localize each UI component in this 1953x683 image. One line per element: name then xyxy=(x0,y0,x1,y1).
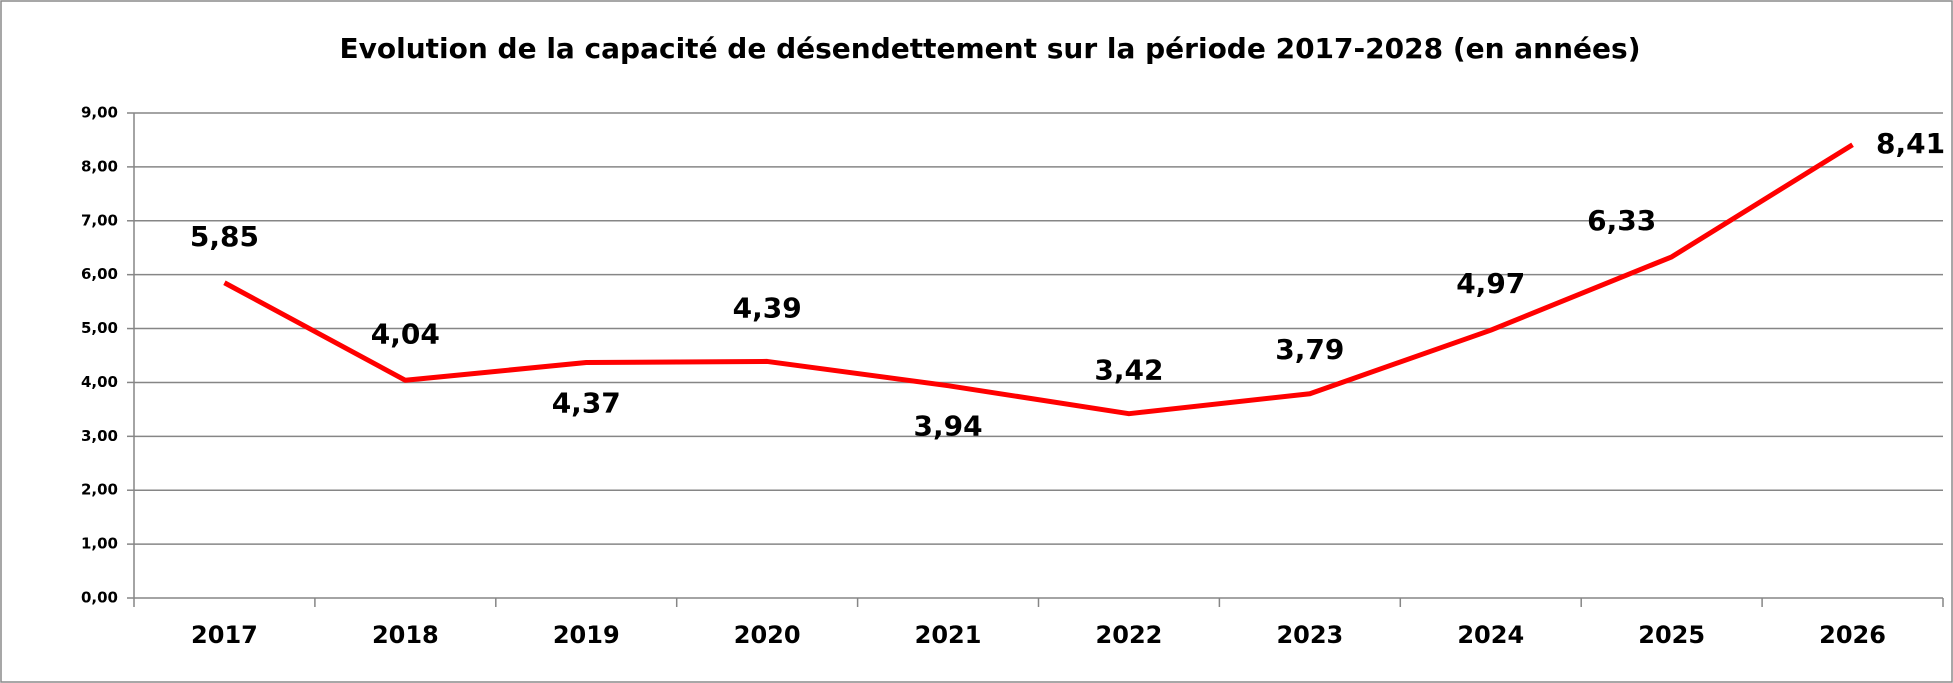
data-label: 4,97 xyxy=(1456,267,1525,300)
y-tick-label: 7,00 xyxy=(81,211,118,229)
y-tick-label: 9,00 xyxy=(81,104,118,122)
y-tick-label: 8,00 xyxy=(81,157,118,175)
data-label: 3,94 xyxy=(914,410,983,443)
x-tick-label: 2023 xyxy=(1276,621,1343,649)
x-tick-label: 2018 xyxy=(372,621,439,649)
chart-title: Evolution de la capacité de désendetteme… xyxy=(339,32,1640,65)
data-label: 6,33 xyxy=(1587,204,1656,237)
x-tick-label: 2025 xyxy=(1638,621,1705,649)
x-tick-label: 2024 xyxy=(1457,621,1524,649)
x-tick-label: 2020 xyxy=(734,621,801,649)
y-tick-label: 4,00 xyxy=(81,373,118,391)
data-label: 3,42 xyxy=(1094,354,1163,387)
y-tick-label: 0,00 xyxy=(81,589,118,607)
data-label: 4,39 xyxy=(733,291,802,324)
data-label: 4,37 xyxy=(552,387,621,420)
x-tick-label: 2019 xyxy=(553,621,620,649)
y-tick-label: 1,00 xyxy=(81,535,118,553)
y-tick-label: 3,00 xyxy=(81,427,118,445)
y-tick-label: 6,00 xyxy=(81,265,118,283)
data-label: 3,79 xyxy=(1275,333,1344,366)
x-tick-label: 2026 xyxy=(1819,621,1886,649)
data-label: 8,41 xyxy=(1876,127,1945,160)
x-tick-label: 2022 xyxy=(1096,621,1163,649)
x-tick-label: 2021 xyxy=(915,621,982,649)
y-tick-label: 2,00 xyxy=(81,481,118,499)
data-label: 5,85 xyxy=(190,220,259,253)
y-tick-label: 5,00 xyxy=(81,319,118,337)
data-label: 4,04 xyxy=(371,317,440,350)
data-line xyxy=(223,142,1854,417)
x-tick-label: 2017 xyxy=(191,621,258,649)
